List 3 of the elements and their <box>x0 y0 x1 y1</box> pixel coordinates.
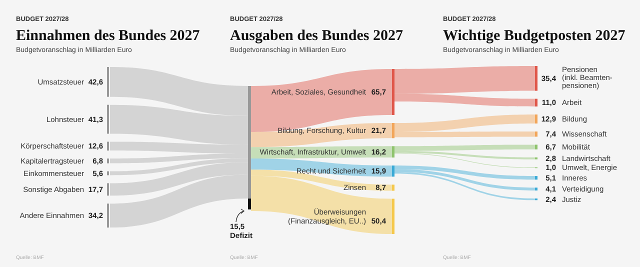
text: Einnahmen des Bundes 2027 <box>16 28 200 44</box>
text: Ausgaben des Bundes 2027 <box>230 28 404 44</box>
text: Wichtige Budgetposten 2027 <box>443 28 626 44</box>
